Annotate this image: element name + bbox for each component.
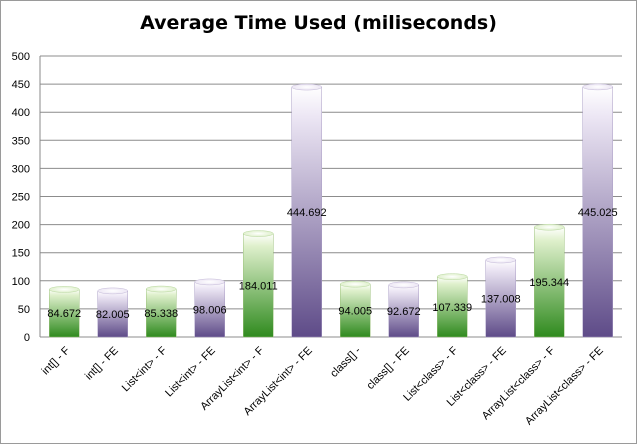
x-category-label: List<int> - FE (163, 345, 218, 400)
data-label: 94.005 (338, 306, 372, 318)
bar-cap (97, 287, 128, 295)
bar-cap (291, 83, 322, 91)
bar (437, 276, 468, 338)
y-tick-label: 450 (12, 79, 30, 91)
bar-cap (194, 278, 225, 286)
x-category-label: int[] - F (40, 344, 73, 377)
data-label: 195.344 (529, 277, 569, 289)
y-tick-label: 350 (12, 135, 30, 147)
bar (243, 233, 274, 338)
data-label: 444.692 (287, 207, 327, 219)
y-axis-ticks: 0 50 100 150 200 250 300 350 400 450 500 (12, 51, 30, 344)
bars (49, 83, 613, 338)
data-label: 137.008 (481, 294, 521, 306)
bar-cap (534, 223, 565, 231)
y-tick-label: 0 (24, 332, 30, 344)
data-label: 445.025 (578, 207, 618, 219)
y-tick-label: 250 (12, 192, 30, 204)
bar-cap (485, 256, 516, 264)
bar (485, 259, 516, 338)
data-label: 92.672 (387, 306, 421, 318)
gridlines (39, 55, 622, 338)
bar (194, 281, 225, 338)
bar-cap (437, 273, 468, 280)
x-category-label: class[] - FE (364, 345, 411, 392)
data-label: 98.006 (193, 304, 227, 316)
y-tick-label: 200 (12, 220, 30, 232)
bar (582, 86, 613, 338)
y-tick-label: 500 (12, 51, 30, 63)
x-category-label: int[] - FE (83, 345, 121, 383)
bar-cap (49, 286, 80, 293)
y-tick-label: 400 (12, 107, 30, 119)
bar (340, 283, 371, 338)
x-category-label: List<int> - F (120, 344, 170, 394)
bar (388, 284, 419, 338)
bar-cap (582, 83, 613, 91)
data-label: 184.011 (239, 280, 278, 292)
data-label: 82.005 (96, 309, 130, 321)
y-tick-label: 300 (12, 163, 30, 175)
chart-title: Average Time Used (miliseconds) (140, 12, 497, 34)
bar-cap (388, 281, 419, 289)
bar (291, 86, 322, 338)
data-label: 84.672 (47, 308, 81, 320)
bar-cap (340, 280, 371, 288)
bar (534, 226, 565, 338)
y-tick-label: 150 (12, 248, 30, 260)
bar-cap (146, 285, 177, 293)
data-label: 107.339 (432, 302, 472, 314)
y-tick-label: 100 (12, 276, 30, 288)
data-label: 85.338 (144, 308, 178, 320)
data-labels: 84.672 82.005 85.338 98.006 184.011 444.692 94… (47, 207, 617, 321)
bar-cap (243, 230, 274, 237)
y-tick-label: 50 (18, 304, 30, 316)
x-category-label: class[] - (328, 344, 364, 380)
